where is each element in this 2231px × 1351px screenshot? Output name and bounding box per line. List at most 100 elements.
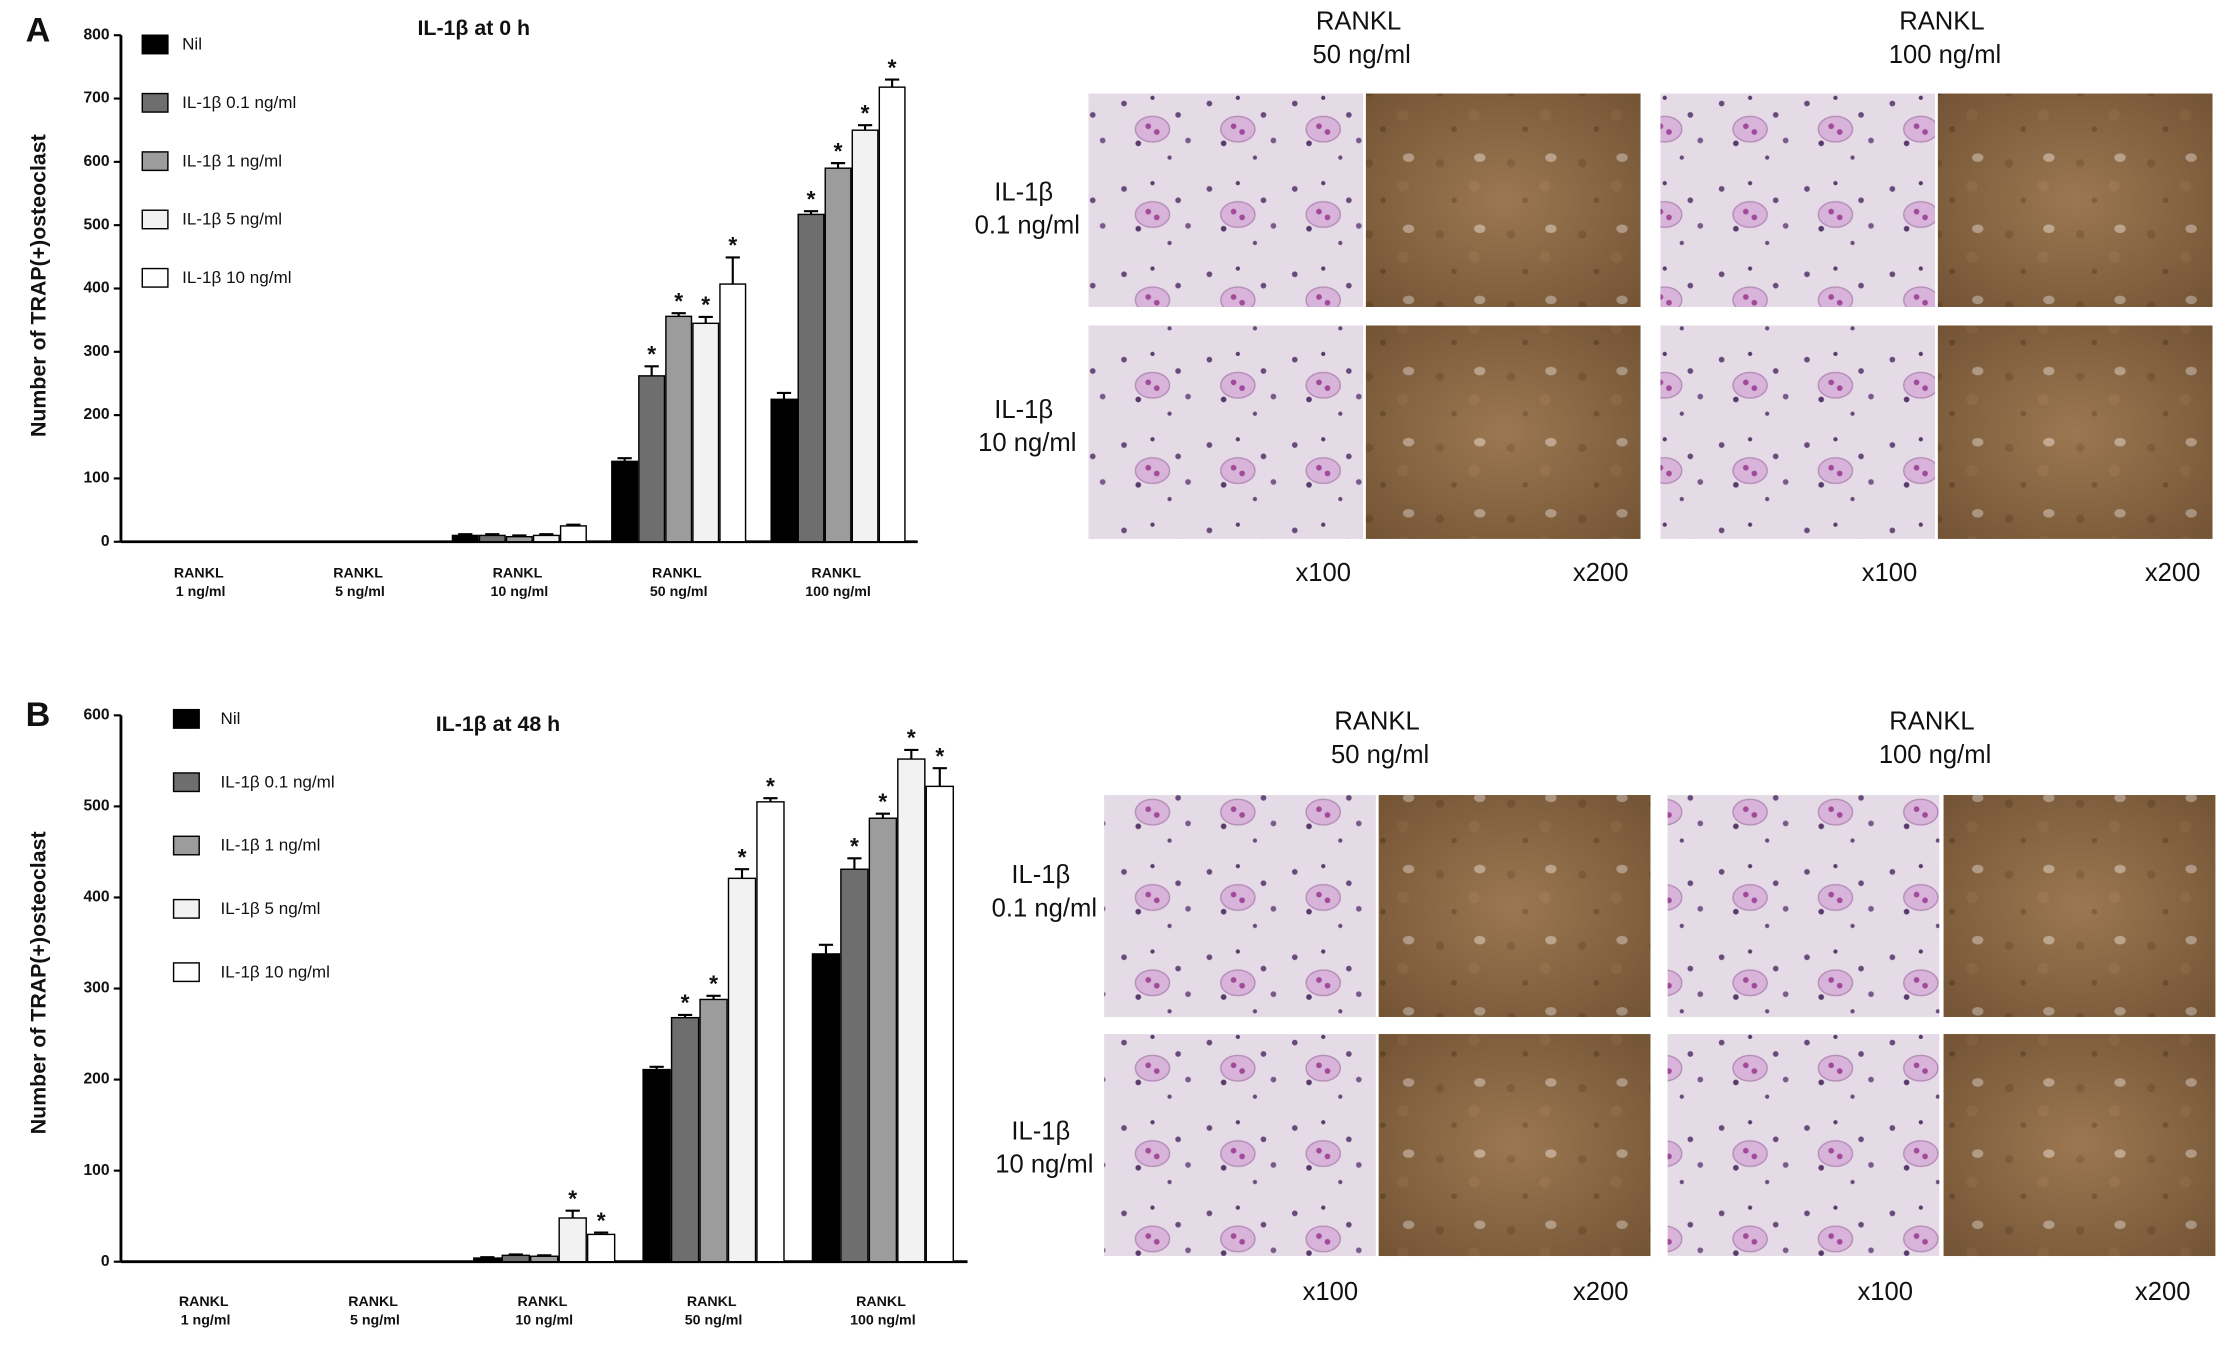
error-bar — [508, 1253, 523, 1256]
bar — [665, 315, 693, 543]
bar — [692, 322, 720, 543]
significance-mark: * — [850, 833, 859, 859]
bar — [851, 129, 879, 543]
chart-title: IL-1β at 48 h — [436, 712, 560, 736]
bar — [727, 877, 757, 1263]
error-bar — [671, 312, 686, 317]
y-tick-label: 400 — [83, 889, 109, 906]
significance-mark: * — [674, 288, 683, 314]
micrograph-x100 — [1667, 795, 1940, 1017]
micrograph-x100 — [1667, 1034, 1940, 1257]
magnification: x200 — [2145, 559, 2201, 587]
panel-label: A — [26, 11, 51, 49]
y-tick-label: 600 — [83, 153, 109, 170]
x-tick-label: RANKL 5 ng/ml — [333, 565, 386, 599]
bar — [611, 460, 639, 543]
significance-mark: * — [807, 186, 816, 212]
micrograph-x100 — [1660, 325, 1936, 539]
error-bar — [847, 857, 862, 870]
bar — [770, 398, 798, 543]
y-tick-label: 200 — [83, 406, 109, 423]
bar — [501, 1254, 531, 1263]
legend-label: IL-1β 5 ng/ml — [221, 899, 321, 918]
error-bar — [706, 994, 721, 1000]
bar — [824, 167, 852, 543]
error-bar — [565, 1209, 580, 1218]
legend-swatch — [141, 267, 169, 288]
error-bar — [480, 1256, 495, 1259]
micrograph-shade — [1937, 93, 2213, 307]
legend-label: Nil — [182, 35, 202, 54]
micrograph-shade — [1378, 1034, 1651, 1257]
x-tick-label: RANKL 10 ng/ml — [515, 1294, 573, 1328]
error-bar — [725, 256, 740, 285]
legend-swatch — [141, 209, 169, 230]
y-axis-label: Number of TRAP(+)osteoclast — [27, 134, 51, 437]
row-label: IL-1β 0.1 ng/ml — [975, 178, 1080, 239]
legend-swatch — [141, 34, 169, 55]
bar — [811, 953, 841, 1263]
significance-mark: * — [834, 138, 843, 164]
legend-swatch — [172, 898, 200, 919]
micrograph-shade — [1943, 795, 2216, 1017]
legend-label: IL-1β 10 ng/ml — [221, 962, 330, 981]
x-tick-label: RANKL 1 ng/ml — [179, 1294, 232, 1328]
significance-mark: * — [738, 844, 747, 870]
error-bar — [537, 1254, 552, 1257]
error-bar — [818, 943, 834, 954]
y-tick-label: 500 — [83, 798, 109, 815]
x-tick-label: RANKL 100 ng/ml — [850, 1294, 916, 1328]
legend-swatch — [172, 835, 200, 856]
legend-swatch — [172, 772, 200, 793]
magnification: x200 — [1573, 559, 1629, 587]
micrograph-x100 — [1660, 93, 1936, 307]
bar — [586, 1233, 616, 1263]
x-tick-label: RANKL 1 ng/ml — [174, 565, 227, 599]
row-label: IL-1β 0.1 ng/ml — [992, 861, 1097, 922]
bar — [670, 1016, 700, 1263]
error-bar — [594, 1231, 609, 1235]
error-bar — [932, 767, 947, 787]
bar — [797, 213, 825, 543]
legend-label: IL-1β 1 ng/ml — [182, 151, 282, 170]
error-bar — [830, 162, 846, 169]
error-bar — [734, 868, 750, 879]
x-tick-label: RANKL 10 ng/ml — [490, 565, 548, 599]
y-tick-label: 800 — [83, 26, 109, 43]
error-bar — [803, 210, 819, 215]
y-tick-label: 200 — [83, 1071, 109, 1088]
y-tick-label: 700 — [83, 90, 109, 107]
bar — [868, 817, 898, 1263]
x-tick-label: RANKL 100 ng/ml — [805, 565, 871, 599]
micrograph-shade — [1937, 325, 2213, 539]
y-axis-label: Number of TRAP(+)osteoclast — [27, 831, 51, 1134]
significance-mark: * — [935, 743, 944, 769]
bar — [478, 534, 506, 543]
error-bar — [617, 457, 632, 462]
bar — [642, 1068, 671, 1263]
significance-mark: * — [647, 341, 656, 367]
bar — [558, 1217, 587, 1263]
bar — [532, 534, 560, 543]
significance-mark: * — [878, 788, 887, 814]
y-tick-label: 300 — [83, 343, 109, 360]
micrograph-shade — [1365, 325, 1641, 539]
bar — [840, 868, 869, 1263]
error-bar — [857, 124, 873, 131]
significance-mark: * — [728, 232, 737, 258]
bar — [878, 86, 906, 543]
significance-mark: * — [888, 54, 897, 80]
error-bar — [458, 533, 473, 536]
x-tick-label: RANKL 50 ng/ml — [685, 1294, 743, 1328]
error-bar — [649, 1065, 664, 1070]
x-tick-label: RANKL 50 ng/ml — [650, 565, 708, 599]
significance-mark: * — [861, 100, 870, 126]
significance-mark: * — [568, 1185, 577, 1211]
chart-title: IL-1β at 0 h — [418, 16, 531, 40]
column-header: RANKL 50 ng/ml — [1313, 8, 1411, 69]
y-tick-label: 300 — [83, 980, 109, 997]
micrograph-x100 — [1104, 795, 1376, 1017]
bar — [505, 535, 533, 543]
